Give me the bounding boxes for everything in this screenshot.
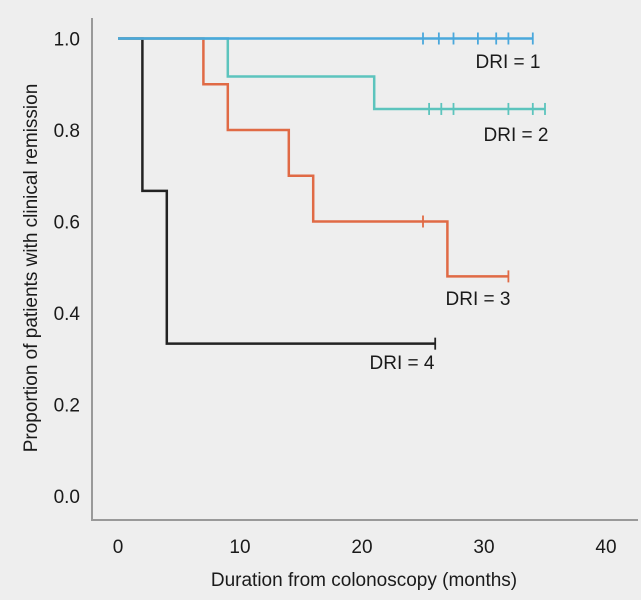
x-axis-label: Duration from colonoscopy (months): [211, 570, 517, 591]
x-tick-label: 0: [113, 537, 124, 558]
x-tick-label: 40: [595, 537, 616, 558]
y-tick-label: 0.8: [54, 121, 80, 142]
series-label-dri-2: DRI = 2: [484, 125, 549, 146]
axes: 0.0 0.2 0.4 0.6 0.8 1.0 0 10 20 30 40: [54, 18, 638, 558]
series-label-dri-3: DRI = 3: [446, 289, 511, 310]
series-line-dri-3: [118, 37, 509, 278]
x-tick-label: 30: [473, 537, 494, 558]
x-tick-label: 20: [351, 537, 372, 558]
x-tick-label: 10: [229, 537, 250, 558]
y-tick-label: 1.0: [54, 30, 80, 51]
series-layer: [118, 32, 546, 350]
y-tick-label: 0.2: [54, 396, 80, 417]
y-axis-label: Proportion of patients with clinical rem…: [21, 84, 42, 453]
y-tick-label: 0.6: [54, 213, 80, 234]
series-label-dri-1: DRI = 1: [476, 52, 541, 73]
y-tick-label: 0.4: [54, 304, 81, 325]
labels-layer: DRI = 1 DRI = 2 DRI = 3 DRI = 4: [370, 52, 549, 374]
series-label-dri-4: DRI = 4: [370, 353, 435, 374]
y-tick-label: 0.0: [54, 487, 80, 508]
